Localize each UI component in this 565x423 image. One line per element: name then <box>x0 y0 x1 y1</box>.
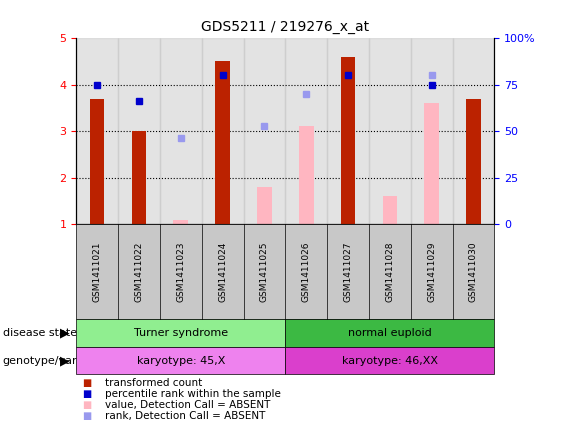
Bar <box>453 38 494 224</box>
Bar <box>173 220 188 224</box>
Text: GSM1411023: GSM1411023 <box>176 242 185 302</box>
Text: GSM1411027: GSM1411027 <box>344 242 353 302</box>
Text: karyotype: 45,X: karyotype: 45,X <box>137 356 225 365</box>
Text: ■: ■ <box>82 378 91 388</box>
Bar <box>76 38 118 224</box>
Bar <box>215 61 230 224</box>
Bar <box>299 126 314 224</box>
Bar <box>369 38 411 224</box>
Bar <box>285 38 327 224</box>
Bar <box>327 38 369 224</box>
Text: GSM1411028: GSM1411028 <box>385 242 394 302</box>
Bar <box>411 38 453 224</box>
Text: genotype/variation: genotype/variation <box>3 356 109 365</box>
Bar <box>118 38 160 224</box>
Text: GSM1411029: GSM1411029 <box>427 242 436 302</box>
Text: ■: ■ <box>82 389 91 399</box>
Text: disease state: disease state <box>3 328 77 338</box>
Bar <box>424 103 439 224</box>
Bar <box>132 131 146 224</box>
Text: value, Detection Call = ABSENT: value, Detection Call = ABSENT <box>105 400 270 410</box>
Text: GSM1411030: GSM1411030 <box>469 242 478 302</box>
Text: GSM1411024: GSM1411024 <box>218 242 227 302</box>
Text: ▶: ▶ <box>60 327 69 340</box>
Text: ■: ■ <box>82 411 91 421</box>
Text: percentile rank within the sample: percentile rank within the sample <box>105 389 280 399</box>
Bar <box>202 38 244 224</box>
Text: GSM1411021: GSM1411021 <box>93 242 102 302</box>
Text: karyotype: 46,XX: karyotype: 46,XX <box>342 356 438 365</box>
Text: Turner syndrome: Turner syndrome <box>134 328 228 338</box>
Bar <box>383 196 397 224</box>
Text: ▶: ▶ <box>60 354 69 367</box>
Text: GSM1411026: GSM1411026 <box>302 242 311 302</box>
Bar <box>257 187 272 224</box>
Text: normal euploid: normal euploid <box>348 328 432 338</box>
Text: transformed count: transformed count <box>105 378 202 388</box>
Bar <box>244 38 285 224</box>
Bar <box>466 99 481 224</box>
Text: GSM1411025: GSM1411025 <box>260 242 269 302</box>
Text: rank, Detection Call = ABSENT: rank, Detection Call = ABSENT <box>105 411 265 421</box>
Title: GDS5211 / 219276_x_at: GDS5211 / 219276_x_at <box>201 20 370 34</box>
Bar <box>160 38 202 224</box>
Text: GSM1411022: GSM1411022 <box>134 242 144 302</box>
Bar <box>90 99 105 224</box>
Text: ■: ■ <box>82 400 91 410</box>
Bar <box>341 57 355 224</box>
